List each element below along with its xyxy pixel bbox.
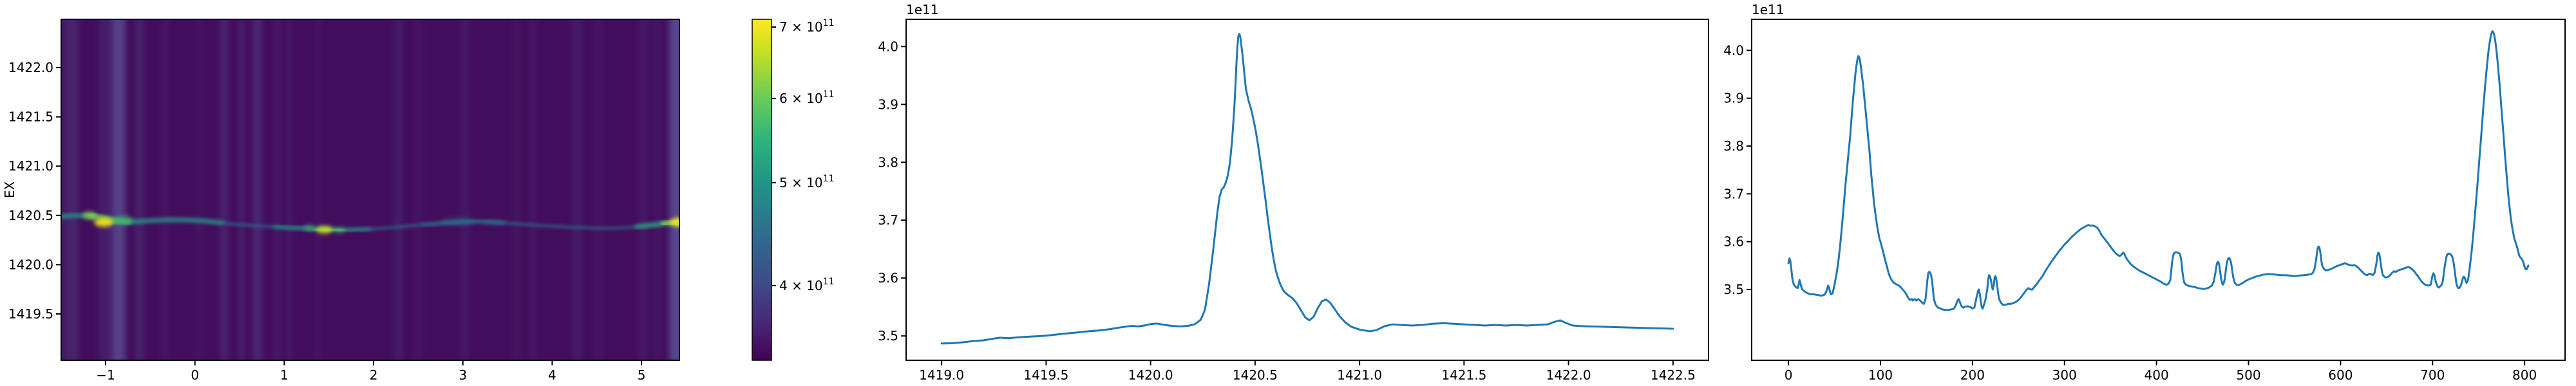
x-axis-tick-label: 1	[280, 367, 289, 383]
heatmap-vertical-streak	[274, 19, 280, 360]
x-axis-tick-label: 3	[459, 367, 467, 383]
heatmap-vertical-streak	[287, 19, 293, 360]
data-line	[940, 33, 1674, 345]
x-axis-tick-label: 4	[548, 367, 556, 383]
x-axis-tick-label: 700	[2420, 367, 2445, 383]
y-axis-tick-label: 3.5	[878, 328, 898, 344]
x-axis-tick-label: 1420.5	[1233, 367, 1278, 383]
x-axis-tick-label: 500	[2236, 367, 2260, 383]
x-axis-tick-label: 1421.5	[1441, 367, 1486, 383]
y-axis-tick-label: 1420.0	[8, 257, 53, 272]
heatmap-bright-blob	[482, 219, 506, 226]
heatmap-bright-blob	[670, 217, 679, 227]
y-axis-tick-label: 3.9	[1723, 91, 1744, 106]
spectrum-frequency-plot: 1419.0 1419.5 1420.0 1420.5 1421.0 1421.5 1422…	[878, 2, 1709, 383]
heatmap-vertical-streak	[639, 19, 647, 360]
x-axis-tick-label: 200	[1960, 367, 1985, 383]
heatmap-vertical-streak	[162, 19, 169, 360]
x-axis-tick-label: 600	[2328, 367, 2353, 383]
colorbar-gradient	[752, 19, 772, 361]
y-axis-tick-label: 1420.5	[8, 208, 53, 223]
heatmap-bright-blob	[94, 217, 114, 227]
x-axis-tick-label: 300	[2052, 367, 2077, 383]
colorbar: 7 × 1011 6 × 1011 5 × 1011 4 × 1011	[752, 18, 834, 361]
x-axis-tick-label: −1	[96, 367, 115, 383]
heatmap-bright-blob	[82, 211, 97, 219]
y-axis-tick-label: 4.0	[1723, 42, 1744, 58]
x-axis-tick-label: 1419.0	[919, 367, 964, 383]
x-axis-tick-label: 800	[2512, 367, 2537, 383]
heatmap-vertical-streak	[394, 19, 402, 360]
heatmap-vertical-streak	[220, 19, 228, 360]
heatmap-vertical-streak	[253, 19, 262, 360]
heatmap-vertical-streak	[573, 19, 582, 360]
heatmap-vertical-streak	[513, 19, 520, 360]
y-axis-tick-label: 1421.5	[8, 109, 53, 125]
y-axis-tick-label: 3.6	[1723, 234, 1744, 250]
y-axis-label: EX	[2, 181, 17, 199]
heatmap-bright-blob	[440, 217, 477, 226]
heatmap-bright-blob	[316, 226, 333, 234]
data-line	[1787, 30, 2530, 311]
axes-spines	[905, 19, 1709, 361]
y-axis-tick-label: 1421.0	[8, 158, 53, 174]
heatmap-vertical-streak	[529, 19, 536, 360]
y-axis-tick-label: 4.0	[878, 39, 898, 54]
heatmap-vertical-streak	[112, 19, 126, 360]
x-axis-tick-label: 400	[2145, 367, 2169, 383]
axes-spines	[61, 19, 680, 361]
heatmap-image	[61, 19, 702, 360]
y-axis-tick-label: 1419.5	[8, 306, 53, 322]
heatmap-vertical-streak	[238, 19, 245, 360]
x-axis-tick-label: 1421.0	[1337, 367, 1382, 383]
x-axis-tick-label: 0	[191, 367, 199, 383]
x-axis-tick-label: 2	[370, 367, 378, 383]
y-axis-tick-label: 1422.0	[8, 60, 53, 75]
heatmap-vertical-streak	[460, 19, 469, 360]
heatmap-vertical-streak	[669, 19, 679, 360]
x-axis-tick-label: 1420.0	[1128, 367, 1173, 383]
colorbar-tick-label: 6 × 1011	[779, 89, 834, 106]
y-axis-tick-label: 3.6	[878, 270, 898, 286]
x-axis-tick-label: 100	[1868, 367, 1893, 383]
x-axis-tick-label: 1419.5	[1023, 367, 1068, 383]
y-axis-offset-text: 1e11	[1752, 2, 1784, 17]
x-axis-tick-label: 5	[638, 367, 646, 383]
y-axis-tick-label: 3.9	[878, 96, 898, 112]
y-axis-tick-label: 3.8	[1723, 138, 1744, 154]
y-axis-tick-label: 3.7	[878, 212, 898, 228]
y-axis-offset-text: 1e11	[906, 2, 938, 17]
heatmap-spectrogram: −1 0 1 2 3 4 5 1422.0 1421.5 1421.0 1420.5 1420.0 14…	[2, 18, 834, 383]
heatmap-vertical-streak	[135, 19, 144, 360]
heatmap-vertical-streak	[692, 19, 702, 360]
time-series-plot: 0 100 200 300 400 500 600 700 800 3.5 3.6 3.7 3.8 3.9…	[1723, 2, 2566, 383]
x-axis-tick-label: 1422.5	[1651, 367, 1696, 383]
colorbar-tick-label: 4 × 1011	[779, 277, 834, 293]
x-axis-tick-label: 1422.0	[1546, 367, 1591, 383]
colorbar-tick-label: 7 × 1011	[779, 18, 834, 35]
colorbar-tick-label: 5 × 1011	[779, 174, 834, 190]
y-axis-tick-label: 3.8	[878, 154, 898, 170]
heatmap-bright-blob	[686, 217, 697, 224]
heatmap-vertical-streak	[596, 19, 602, 360]
x-axis-tick-label: 0	[1785, 367, 1793, 383]
y-axis-tick-label: 3.7	[1723, 186, 1744, 201]
heatmap-bright-blob	[334, 226, 346, 234]
heatmap-bright-blob	[303, 224, 316, 231]
y-axis-tick-label: 3.5	[1723, 282, 1744, 297]
heatmap-vertical-streak	[415, 19, 421, 360]
heatmap-vertical-streak	[196, 19, 202, 360]
heatmap-vertical-streak	[316, 19, 321, 360]
heatmap-bright-blob	[113, 215, 134, 226]
axes-spines	[1751, 19, 2566, 361]
heatmap-vertical-streak	[655, 19, 661, 360]
heatmap-vertical-streak	[70, 19, 77, 360]
